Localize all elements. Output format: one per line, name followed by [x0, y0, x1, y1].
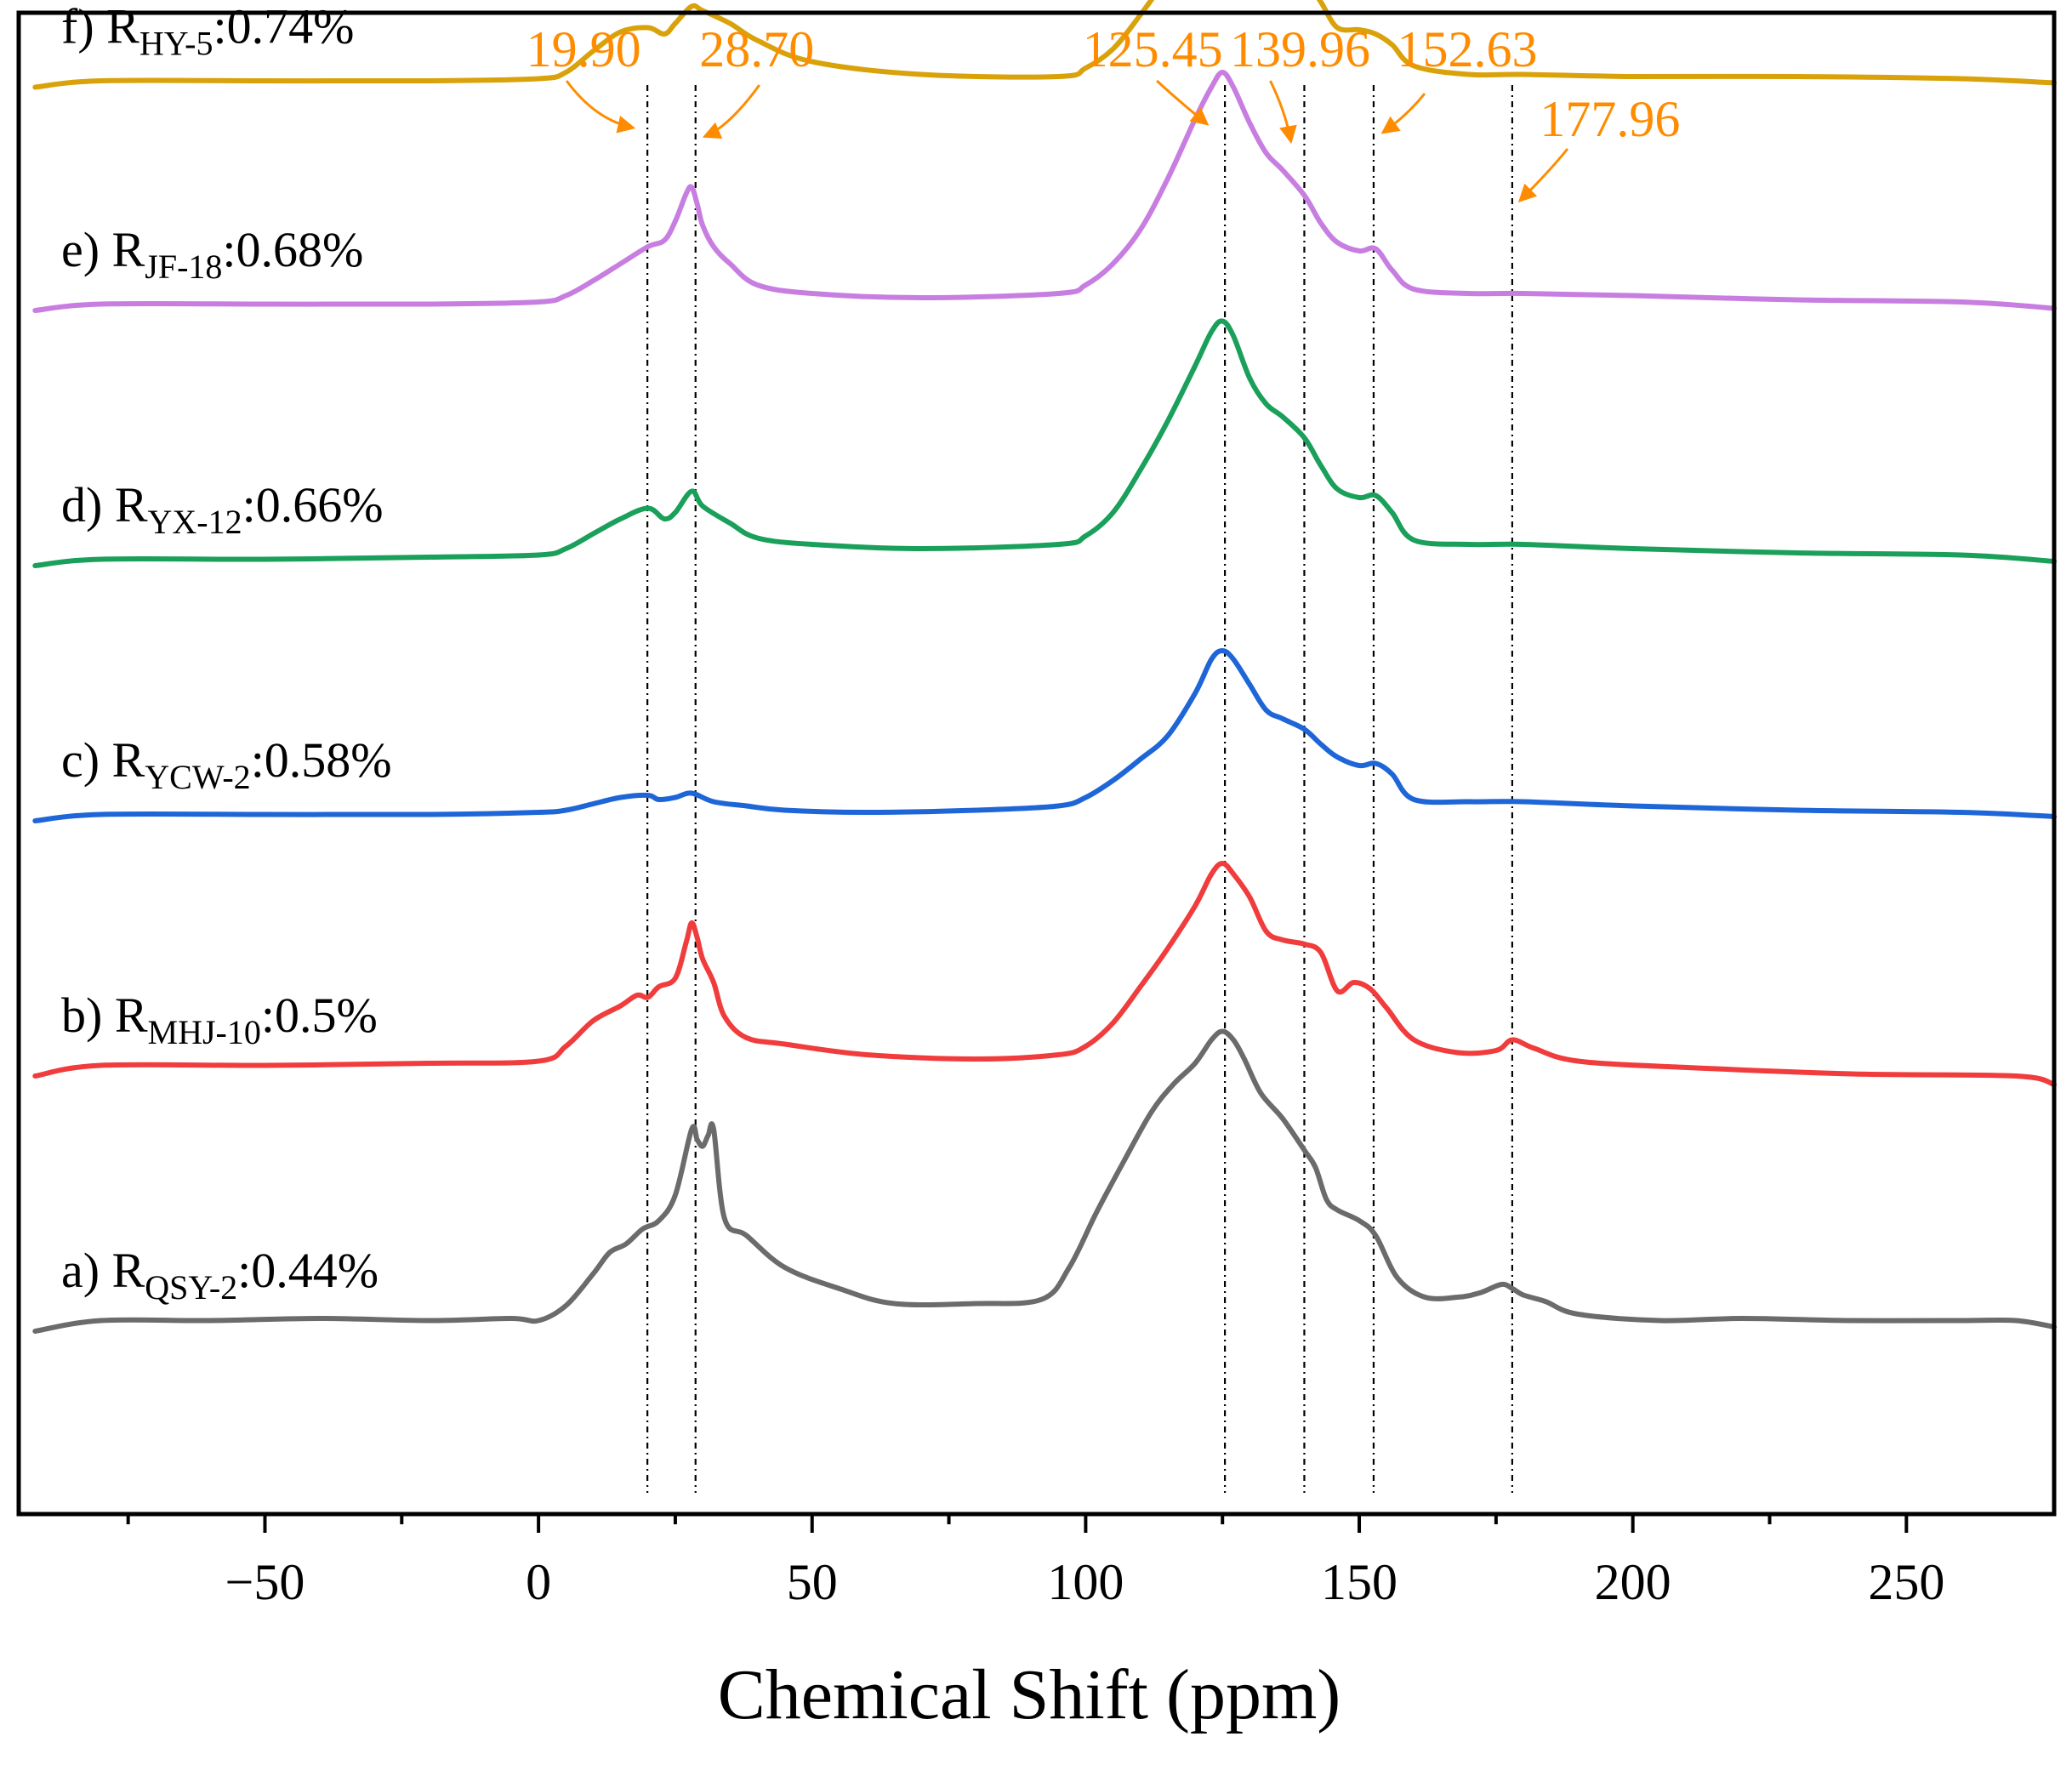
x-tick-label: −50 [225, 1554, 305, 1610]
x-axis-ticks [126, 1514, 1909, 1533]
x-axis-title: Chemical Shift (ppm) [718, 1655, 1341, 1734]
peak-arrow-5 [1517, 148, 1569, 202]
series-line-e [32, 70, 2057, 313]
peak-arrow-0 [565, 80, 636, 134]
x-tick-label: 50 [787, 1554, 838, 1610]
x-tick-label: 200 [1595, 1554, 1671, 1610]
x-tick-label: 150 [1321, 1554, 1397, 1610]
series-label-a: a) RQSY-2:0.44% [61, 1243, 379, 1307]
reference-lines [646, 85, 1513, 1493]
series-line-b [32, 861, 2057, 1087]
x-tick-label: 250 [1868, 1554, 1944, 1610]
peak-label-1: 28.70 [699, 21, 814, 77]
series-line-a [32, 1028, 2057, 1334]
series-line-d [32, 318, 2057, 568]
x-axis-tick-labels: −50 0 50 100 150 200 250 [225, 1554, 1945, 1610]
peak-arrow-4 [1380, 93, 1426, 134]
x-tick-label: 0 [526, 1554, 551, 1610]
peak-label-3: 139.96 [1230, 21, 1370, 77]
peak-arrow-3 [1269, 80, 1297, 145]
x-tick-label: 100 [1047, 1554, 1124, 1610]
series-labels: a) RQSY-2:0.44% b) RMHJ-10:0.5% c) RYCW-2:… [61, 0, 392, 1307]
series-line-c [32, 648, 2057, 823]
series-label-b: b) RMHJ-10:0.5% [61, 988, 378, 1051]
plot-frame [16, 10, 2057, 1517]
peak-label-5: 177.96 [1540, 91, 1680, 147]
peak-arrow-2 [1156, 79, 1210, 126]
series-lines [32, 0, 2057, 1334]
series-label-c: c) RYCW-2:0.58% [61, 732, 392, 796]
series-label-d: d) RYX-12:0.66% [61, 477, 384, 541]
series-label-e: e) RJF-18:0.68% [61, 222, 363, 286]
series-label-f: f) RHY-5:0.74% [61, 0, 354, 63]
peak-label-4: 152.63 [1397, 21, 1537, 77]
peak-label-0: 19.90 [527, 21, 641, 77]
peak-label-2: 125.45 [1083, 21, 1223, 77]
peak-arrow-1 [702, 84, 760, 139]
series-line-f [32, 0, 2057, 90]
